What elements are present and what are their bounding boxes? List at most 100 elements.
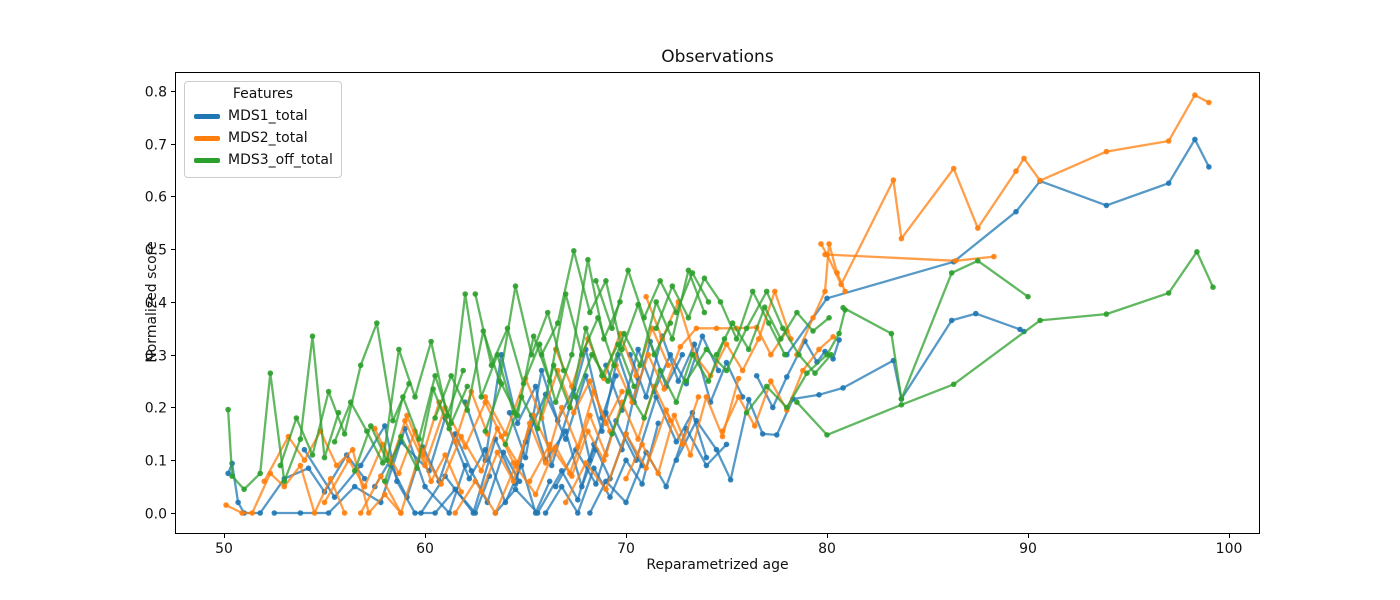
data-point bbox=[458, 489, 465, 495]
data-point bbox=[657, 278, 663, 284]
data-point bbox=[567, 404, 573, 411]
data-point bbox=[774, 432, 780, 438]
data-point bbox=[305, 465, 312, 472]
data-point bbox=[796, 351, 802, 358]
data-point bbox=[349, 446, 356, 453]
data-point bbox=[816, 392, 822, 398]
data-point bbox=[705, 378, 712, 384]
data-point bbox=[828, 351, 834, 358]
data-point bbox=[532, 383, 539, 390]
data-point bbox=[502, 431, 509, 437]
data-point bbox=[641, 415, 647, 421]
data-point bbox=[412, 510, 418, 516]
data-point bbox=[506, 409, 513, 416]
data-point bbox=[366, 510, 372, 516]
legend-label: MDS2_total bbox=[228, 130, 308, 146]
trajectory-line bbox=[484, 292, 616, 433]
legend: Features MDS1_total MDS2_total MDS3_off_… bbox=[184, 81, 342, 178]
data-point bbox=[745, 346, 752, 353]
data-point bbox=[1192, 92, 1198, 98]
data-point bbox=[842, 288, 848, 295]
data-point bbox=[898, 402, 905, 408]
data-point bbox=[400, 394, 406, 400]
data-point bbox=[683, 378, 690, 384]
chart-title: Observations bbox=[661, 47, 774, 67]
data-point bbox=[567, 470, 573, 477]
data-point bbox=[396, 470, 402, 477]
data-point bbox=[768, 351, 774, 358]
y-tick-label: 0.2 bbox=[145, 401, 167, 417]
trajectory-line bbox=[594, 269, 710, 330]
data-point bbox=[432, 415, 438, 421]
data-point bbox=[534, 425, 541, 432]
data-point bbox=[826, 315, 832, 321]
data-point bbox=[552, 483, 559, 490]
data-point bbox=[635, 436, 641, 442]
data-point bbox=[462, 291, 469, 297]
data-point bbox=[432, 510, 438, 516]
data-point bbox=[378, 473, 384, 479]
data-point bbox=[345, 457, 352, 464]
plot-border bbox=[175, 72, 1260, 534]
trajectory-line bbox=[226, 453, 366, 515]
data-point bbox=[826, 241, 832, 247]
data-point bbox=[575, 497, 581, 503]
data-point bbox=[428, 338, 434, 345]
data-point bbox=[414, 465, 420, 472]
data-point bbox=[810, 328, 816, 334]
data-point bbox=[631, 383, 637, 390]
data-point bbox=[361, 483, 368, 490]
data-point bbox=[701, 275, 708, 282]
data-point bbox=[1103, 148, 1110, 155]
data-point bbox=[396, 346, 402, 353]
data-point bbox=[1037, 317, 1043, 324]
data-point bbox=[755, 336, 762, 342]
data-point bbox=[778, 336, 784, 342]
trajectory-line bbox=[353, 374, 469, 472]
data-point bbox=[603, 278, 609, 284]
data-point bbox=[510, 478, 517, 485]
data-point bbox=[494, 449, 501, 456]
data-point bbox=[675, 378, 682, 384]
data-point bbox=[589, 351, 595, 358]
x-tick-label: 60 bbox=[416, 541, 434, 557]
data-point bbox=[1013, 168, 1019, 174]
data-point bbox=[763, 288, 770, 295]
data-point bbox=[518, 394, 525, 400]
data-point bbox=[766, 320, 772, 326]
data-point bbox=[687, 452, 694, 458]
data-point bbox=[719, 428, 726, 435]
y-tick-label: 0.8 bbox=[145, 85, 167, 101]
data-point bbox=[390, 417, 396, 424]
trajectory-line bbox=[226, 335, 340, 491]
data-point bbox=[703, 346, 710, 353]
data-point bbox=[661, 386, 667, 392]
data-point bbox=[398, 433, 404, 440]
data-point bbox=[534, 510, 541, 516]
data-point bbox=[297, 462, 304, 469]
data-point bbox=[229, 473, 235, 479]
data-point bbox=[625, 388, 631, 395]
data-point bbox=[460, 367, 467, 374]
data-point bbox=[571, 248, 577, 254]
data-point bbox=[663, 483, 669, 490]
data-point bbox=[838, 281, 844, 288]
data-point bbox=[554, 320, 561, 326]
legend-item-mds3-off-total: MDS3_off_total bbox=[185, 149, 341, 171]
data-point bbox=[583, 460, 589, 466]
data-point bbox=[1192, 136, 1198, 143]
data-point bbox=[973, 310, 979, 317]
data-point bbox=[502, 441, 509, 448]
data-point bbox=[645, 351, 651, 358]
data-point bbox=[448, 373, 455, 379]
data-point bbox=[548, 462, 555, 469]
data-point bbox=[719, 433, 726, 440]
y-tick-label: 0.1 bbox=[145, 454, 167, 470]
data-point bbox=[715, 367, 722, 374]
data-point bbox=[655, 420, 661, 427]
data-point bbox=[438, 481, 444, 487]
data-point bbox=[948, 317, 955, 324]
x-tick-label: 70 bbox=[617, 541, 635, 557]
data-point bbox=[703, 394, 710, 400]
